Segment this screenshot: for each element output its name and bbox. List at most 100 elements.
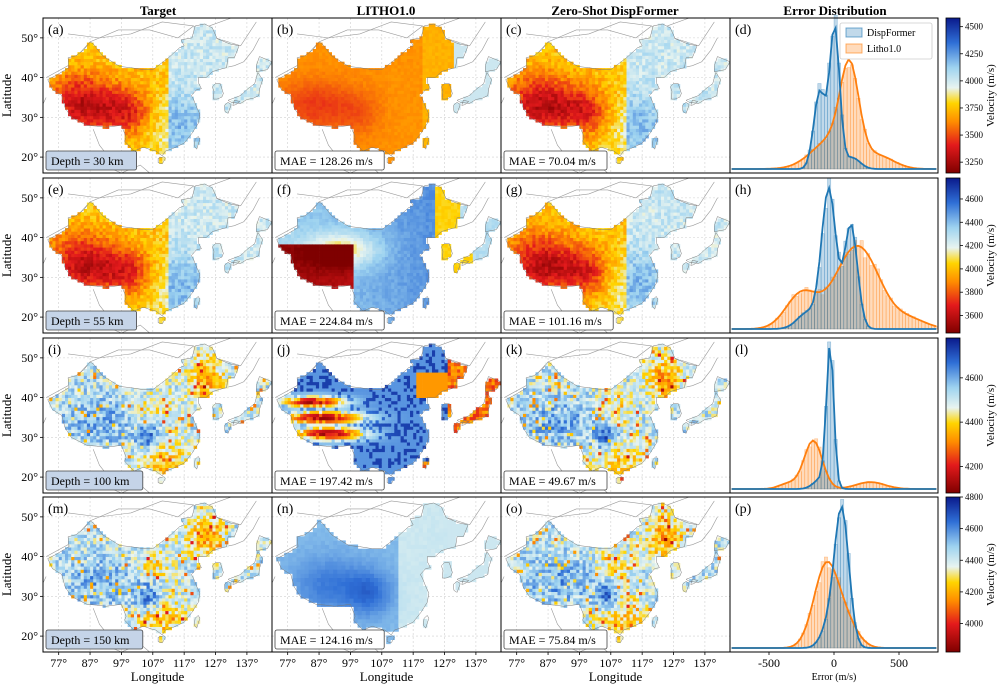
- velocity-cell: [99, 90, 103, 94]
- velocity-cell: [121, 256, 125, 261]
- velocity-cell: [181, 49, 185, 53]
- velocity-cell: [124, 278, 129, 283]
- velocity-cell: [152, 278, 157, 283]
- velocity-cell: [112, 272, 116, 277]
- velocity-cell: [366, 134, 370, 139]
- velocity-cell: [177, 93, 182, 98]
- velocity-cell: [80, 103, 85, 107]
- velocity-cell: [49, 240, 53, 245]
- velocity-cell: [381, 87, 386, 91]
- velocity-cell: [623, 118, 627, 123]
- velocity-cell: [353, 90, 358, 94]
- velocity-cell: [723, 61, 728, 66]
- velocity-cell: [507, 84, 511, 88]
- velocity-cell: [300, 80, 304, 85]
- velocity-cell: [177, 106, 182, 110]
- velocity-cell: [648, 118, 652, 123]
- velocity-cell: [403, 144, 408, 148]
- velocity-cell: [90, 58, 94, 63]
- velocity-cell: [635, 125, 640, 129]
- velocity-cell: [146, 294, 150, 299]
- velocity-cell: [582, 128, 587, 133]
- velocity-cell: [410, 138, 414, 142]
- velocity-cell: [174, 266, 179, 270]
- velocity-cell: [309, 109, 314, 113]
- velocity-cell: [598, 131, 602, 136]
- velocity-cell: [130, 87, 135, 91]
- velocity-cell: [68, 247, 72, 251]
- velocity-cell: [375, 144, 379, 148]
- velocity-cell: [642, 112, 646, 117]
- velocity-cell: [177, 74, 182, 78]
- velocity-cell: [356, 112, 361, 117]
- velocity-cell: [96, 99, 100, 104]
- velocity-cell: [529, 68, 533, 72]
- velocity-cell: [629, 77, 634, 82]
- velocity-cell: [535, 71, 539, 75]
- velocity-cell: [529, 77, 533, 82]
- velocity-cell: [77, 228, 81, 232]
- velocity-cell: [661, 33, 665, 37]
- velocity-cell: [74, 218, 78, 223]
- velocity-cell: [551, 68, 555, 72]
- velocity-cell: [90, 263, 94, 267]
- velocity-cell: [93, 80, 97, 85]
- velocity-cell: [83, 234, 88, 238]
- velocity-cell: [90, 61, 94, 66]
- velocity-cell: [155, 250, 160, 254]
- velocity-cell: [121, 125, 125, 129]
- velocity-cell: [127, 96, 132, 101]
- velocity-cell: [112, 122, 116, 126]
- velocity-cell: [632, 122, 637, 126]
- velocity-cell: [231, 49, 235, 53]
- velocity-cell: [319, 115, 323, 120]
- velocity-cell: [143, 237, 147, 242]
- velocity-cell: [315, 112, 320, 117]
- velocity-cell: [629, 55, 634, 59]
- velocity-cell: [162, 278, 166, 283]
- velocity-cell: [71, 256, 75, 261]
- velocity-cell: [485, 74, 489, 78]
- velocity-cell: [566, 84, 571, 88]
- velocity-cell: [438, 45, 442, 50]
- velocity-cell: [86, 247, 91, 251]
- velocity-cell: [137, 109, 141, 113]
- velocity-cell: [86, 224, 91, 229]
- velocity-cell: [168, 244, 172, 248]
- velocity-cell: [384, 134, 389, 139]
- column-title-dispformer: Zero-Shot DispFormer: [551, 3, 678, 18]
- velocity-cell: [124, 106, 129, 110]
- velocity-cells: [49, 23, 272, 164]
- velocity-cell: [152, 68, 157, 72]
- velocity-cell: [595, 93, 599, 98]
- velocity-cell: [93, 103, 97, 107]
- velocity-cell: [363, 74, 367, 78]
- velocity-cell: [134, 68, 138, 72]
- velocity-cell: [118, 263, 122, 267]
- coastline: [224, 101, 232, 114]
- velocity-cell: [573, 99, 577, 104]
- velocity-cell: [394, 80, 398, 85]
- velocity-cell: [152, 122, 157, 126]
- velocity-cell: [93, 109, 97, 113]
- velocity-cell: [331, 58, 336, 63]
- velocity-cell: [657, 45, 662, 50]
- velocity-cell: [77, 90, 81, 94]
- velocity-cell: [127, 237, 132, 242]
- velocity-cell: [49, 244, 53, 248]
- velocity-cell: [416, 77, 420, 82]
- velocity-cell: [347, 71, 351, 75]
- velocity-cell: [356, 96, 361, 101]
- velocity-cell: [447, 52, 452, 56]
- velocity-cell: [535, 80, 539, 85]
- velocity-cell: [623, 74, 627, 78]
- velocity-cell: [366, 93, 370, 98]
- velocity-cell: [80, 244, 85, 248]
- velocity-cell: [563, 99, 568, 104]
- velocity-cell: [397, 125, 401, 129]
- velocity-cell: [99, 266, 103, 270]
- velocity-cell: [654, 49, 659, 53]
- velocity-cell: [108, 250, 113, 254]
- velocity-cell: [96, 209, 100, 213]
- velocity-cell: [127, 138, 132, 142]
